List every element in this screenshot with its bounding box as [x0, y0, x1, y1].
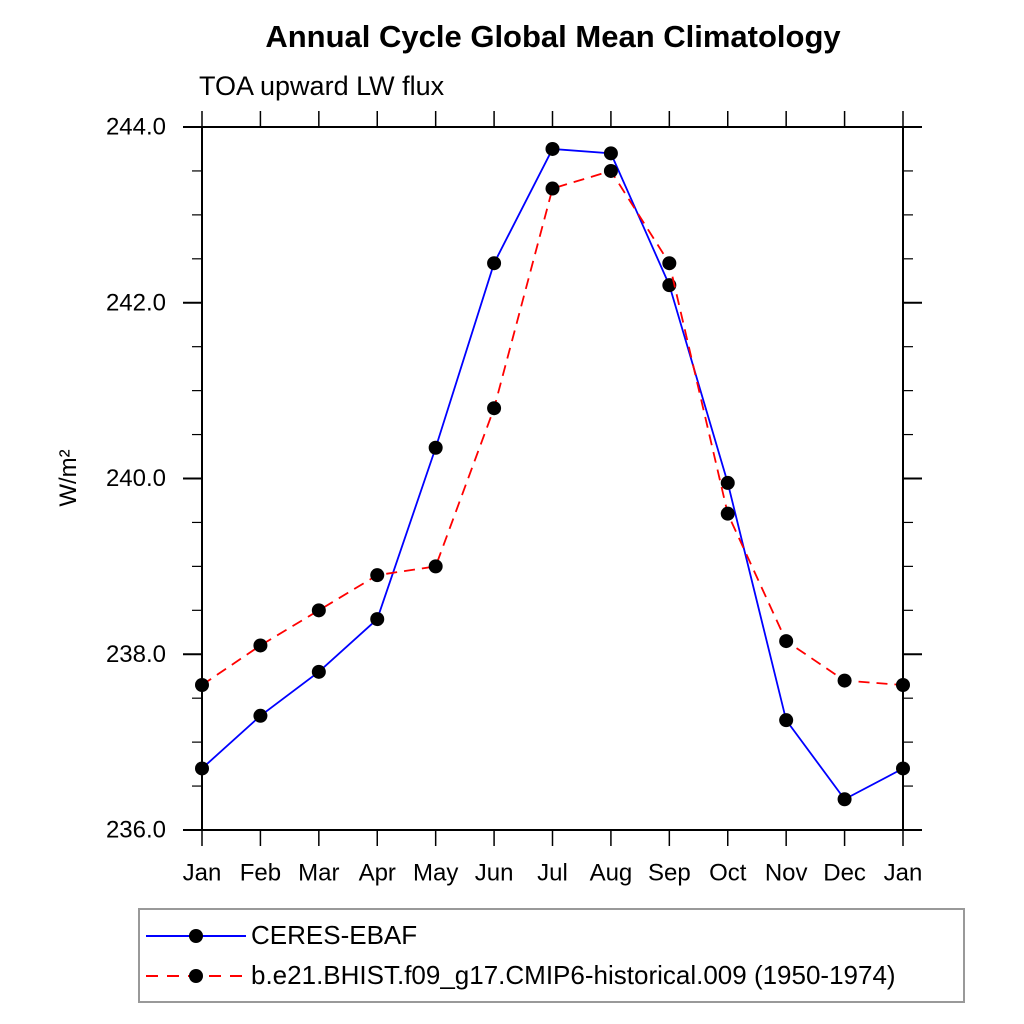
y-tick-label: 242.0 [106, 289, 166, 316]
x-tick-label: Jan [884, 860, 923, 887]
data-point-series-1 [487, 401, 502, 416]
data-point-series-1 [896, 678, 910, 693]
data-point-series-1 [779, 634, 794, 649]
data-point-series-0 [428, 440, 443, 455]
y-tick-label: 236.0 [106, 817, 166, 844]
x-tick-label: Dec [823, 860, 866, 887]
data-point-series-0 [253, 708, 268, 723]
y-tick-label: 238.0 [106, 641, 166, 668]
legend: CERES-EBAF b.e21.BHIST.f09_g17.CMIP6-his… [138, 908, 965, 1003]
data-point-series-0 [779, 713, 794, 728]
data-point-series-1 [311, 603, 326, 618]
data-point-series-1 [253, 638, 268, 653]
legend-marker-dot-icon [189, 928, 203, 943]
legend-item-ceres-ebaf: CERES-EBAF [143, 916, 963, 956]
data-point-series-0 [195, 761, 209, 776]
legend-item-model: b.e21.BHIST.f09_g17.CMIP6-historical.009… [143, 956, 963, 996]
data-point-series-0 [720, 475, 735, 490]
x-tick-label: Jul [537, 860, 568, 887]
x-tick-label: Mar [298, 860, 339, 887]
legend-label-ceres-ebaf: CERES-EBAF [251, 920, 418, 950]
x-tick-label: Oct [709, 860, 747, 887]
y-tick-label: 244.0 [106, 114, 166, 141]
x-tick-label: Jun [475, 860, 514, 887]
series-line-0 [201, 148, 904, 801]
data-point-series-0 [896, 761, 910, 776]
data-point-series-1 [428, 559, 443, 574]
x-tick-label: Nov [765, 860, 808, 887]
data-point-series-1 [720, 506, 735, 521]
legend-label-model: b.e21.BHIST.f09_g17.CMIP6-historical.009… [251, 960, 896, 990]
data-point-series-0 [545, 141, 560, 156]
x-tick-label: Aug [590, 860, 633, 887]
x-tick-label: Sep [648, 860, 691, 887]
data-point-series-1 [837, 673, 852, 688]
chart-subtitle: TOA upward LW flux [199, 71, 445, 101]
chart-title: Annual Cycle Global Mean Climatology [265, 19, 841, 54]
x-tick-label: Feb [240, 860, 281, 887]
data-point-series-1 [545, 181, 560, 196]
legend-line-sample-dashed-icon [146, 968, 246, 983]
data-point-series-0 [603, 146, 618, 161]
data-point-series-1 [662, 256, 677, 271]
legend-marker-dot-icon [189, 968, 203, 983]
x-tick-label: Apr [359, 860, 396, 887]
data-point-series-1 [603, 163, 618, 178]
data-point-series-0 [837, 792, 852, 807]
series-line-1 [201, 169, 904, 686]
y-tick-label: 240.0 [106, 465, 166, 492]
data-point-series-1 [195, 678, 209, 693]
data-point-series-0 [487, 256, 502, 271]
data-point-series-0 [311, 664, 326, 679]
x-tick-label: May [413, 860, 458, 887]
legend-line-sample-solid-icon [146, 928, 246, 943]
data-point-series-1 [370, 568, 385, 583]
x-tick-label: Jan [183, 860, 222, 887]
axes-frame [201, 126, 904, 831]
data-point-series-0 [370, 612, 385, 627]
